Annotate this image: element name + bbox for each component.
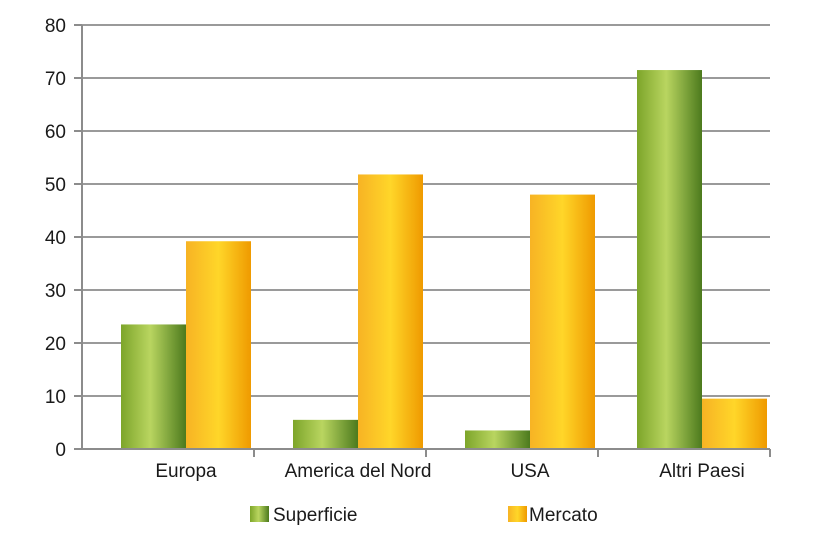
bar-mercato bbox=[186, 241, 251, 449]
y-tick-label: 0 bbox=[55, 440, 66, 461]
bar-superficie bbox=[121, 324, 186, 449]
legend-swatch-superficie bbox=[250, 506, 269, 522]
legend-label-superficie: Superficie bbox=[273, 505, 358, 526]
bar-superficie bbox=[465, 430, 530, 449]
y-axis-ticks: 0 10 20 30 40 50 60 70 80 bbox=[45, 16, 66, 461]
x-tick-label: Altri Paesi bbox=[659, 461, 745, 482]
x-tick-label: Europa bbox=[155, 461, 217, 482]
legend-swatch-mercato bbox=[508, 506, 527, 522]
y-tick-label: 20 bbox=[45, 334, 66, 355]
axes bbox=[74, 24, 771, 457]
y-tick-label: 50 bbox=[45, 175, 66, 196]
x-axis-labels: Europa America del Nord USA Altri Paesi bbox=[155, 461, 744, 482]
bar-superficie bbox=[293, 419, 358, 449]
y-tick-label: 70 bbox=[45, 69, 66, 90]
y-tick-label: 10 bbox=[45, 387, 66, 408]
bar-mercato bbox=[358, 174, 423, 449]
x-tick-label: USA bbox=[510, 461, 549, 482]
bars bbox=[121, 70, 767, 450]
x-tick-label: America del Nord bbox=[285, 461, 432, 482]
y-tick-label: 30 bbox=[45, 281, 66, 302]
legend: Superficie Mercato bbox=[250, 505, 598, 526]
bar-superficie bbox=[637, 70, 702, 450]
bar-mercato bbox=[530, 194, 595, 449]
y-tick-label: 40 bbox=[45, 228, 66, 249]
legend-label-mercato: Mercato bbox=[529, 505, 598, 526]
bar-mercato bbox=[702, 398, 767, 449]
y-tick-label: 60 bbox=[45, 122, 66, 143]
y-tick-label: 80 bbox=[45, 16, 66, 37]
